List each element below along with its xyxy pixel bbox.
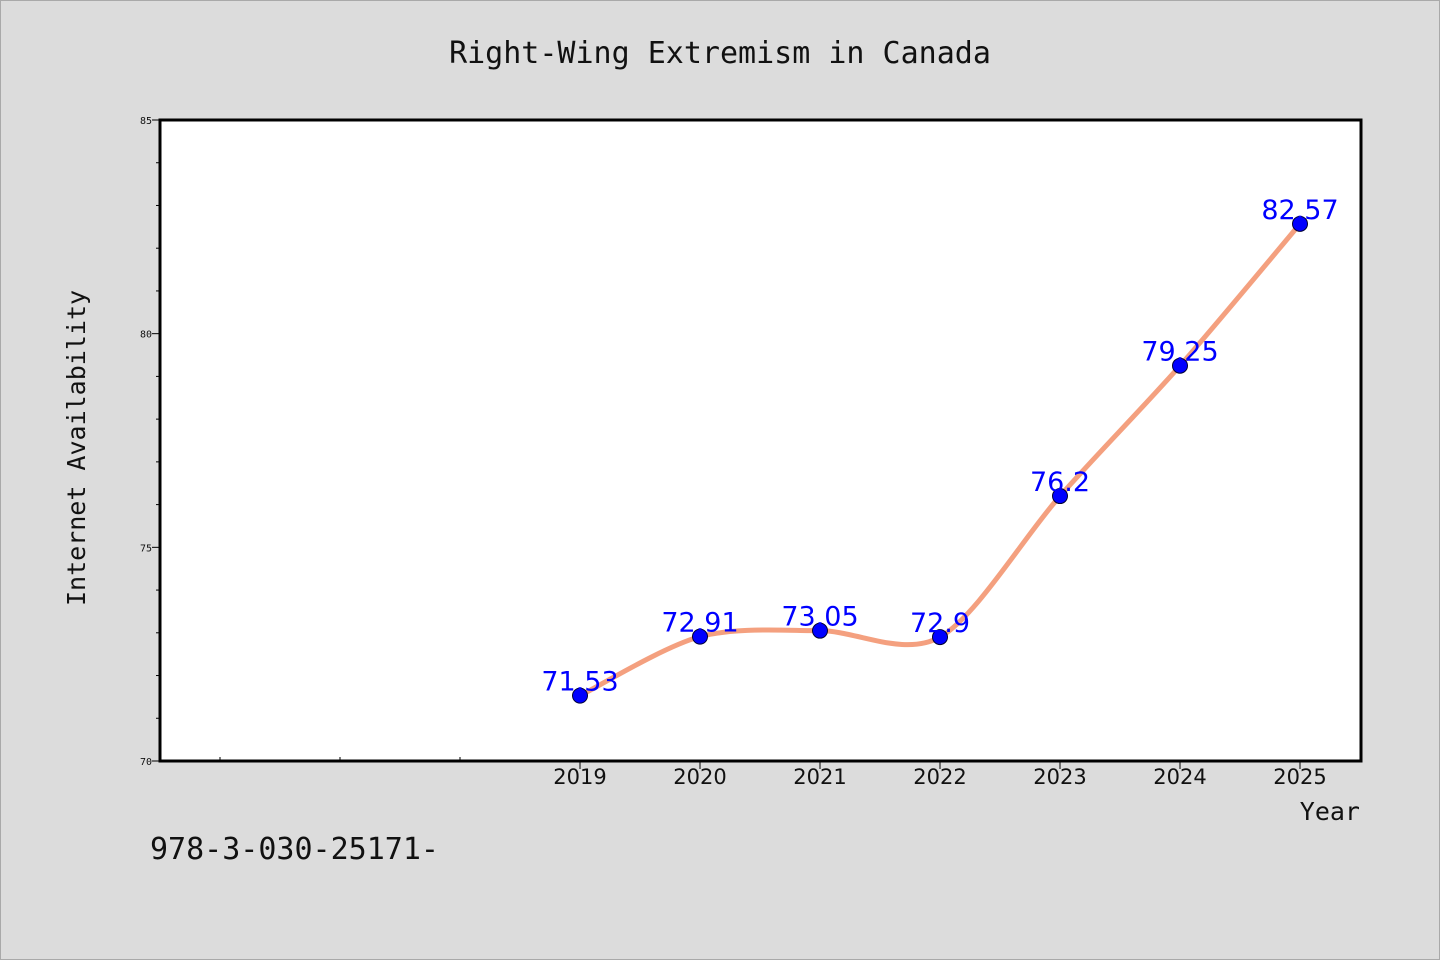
x-tick-label: 2023 [1033,765,1086,789]
x-minor-ticks [219,757,461,761]
x-tick-label: 2019 [553,765,606,789]
data-label: 73.05 [781,602,858,633]
plot-area [158,118,1363,763]
footer-code: 978-3-030-25171- [150,832,439,867]
data-point [932,629,948,646]
y-tick-label: 85 [140,116,152,127]
data-point [812,622,828,639]
data-label: 72.91 [661,608,738,639]
y-axis-label: Internet Availability [62,290,91,606]
x-tick-label: 2020 [673,765,726,789]
x-tick-label: 2024 [1153,765,1206,789]
data-label: 82.57 [1261,195,1338,226]
y-axis-ticks: 70 75 80 85 [140,116,160,768]
x-axis-ticks: 2019 2020 2021 2022 2023 2024 2025 [553,761,1327,789]
x-axis-label: Year [1300,797,1360,826]
data-label: 76.2 [1030,467,1090,498]
data-point [1292,215,1308,232]
data-label: 79.25 [1141,337,1218,368]
x-tick-label: 2022 [913,765,966,789]
y-tick-label: 80 [140,330,152,341]
data-points [572,215,1308,704]
y-tick-label: 70 [140,757,152,768]
x-tick-label: 2025 [1273,765,1326,789]
data-point [692,628,708,645]
data-labels: 71.53 72.91 73.05 72.9 76.2 79.25 82.57 [541,195,1338,698]
y-minor-ticks [156,162,160,719]
y-tick-label: 75 [140,543,152,554]
data-point [1172,357,1188,374]
data-label: 72.9 [910,608,970,639]
x-tick-label: 2021 [793,765,846,789]
data-label: 71.53 [541,667,618,698]
data-point [572,687,588,704]
chart-title: Right-Wing Extremism in Canada [449,36,991,71]
data-point [1052,488,1068,505]
